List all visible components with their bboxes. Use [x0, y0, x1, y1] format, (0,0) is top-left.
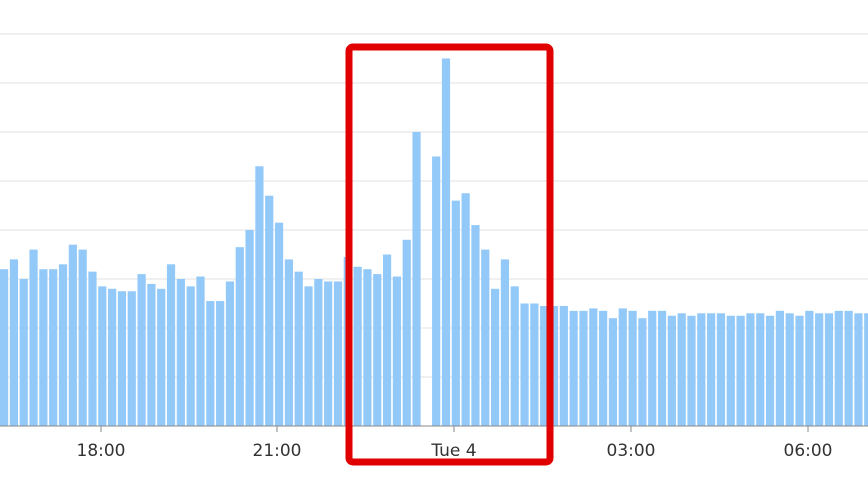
bar: [844, 310, 853, 426]
bar: [9, 259, 19, 426]
bar: [785, 313, 794, 426]
bar: [78, 249, 87, 426]
bar: [834, 310, 843, 426]
bar: [157, 288, 166, 426]
bar: [216, 301, 225, 426]
bar: [314, 279, 323, 426]
bar: [746, 313, 755, 426]
bar: [667, 315, 676, 426]
bars: [0, 58, 868, 427]
bar: [117, 291, 127, 426]
bar: [471, 225, 480, 426]
bar: [569, 310, 578, 426]
bar: [392, 276, 401, 426]
bar: [245, 230, 254, 426]
bar: [196, 276, 205, 426]
bar: [235, 247, 244, 426]
bar: [402, 239, 411, 426]
bar: [29, 249, 38, 426]
bar: [137, 274, 146, 426]
bar: [284, 259, 293, 426]
bar: [697, 313, 706, 426]
bar: [382, 254, 392, 426]
bar: [854, 313, 863, 426]
bar: [549, 305, 559, 426]
bar: [127, 291, 136, 426]
bar: [265, 195, 274, 426]
bar: [481, 249, 490, 426]
bar: [815, 313, 824, 426]
bar: [589, 308, 598, 426]
bar: [432, 156, 441, 426]
bar: [765, 315, 775, 426]
bar: [599, 310, 608, 426]
bar: [520, 303, 529, 426]
bar: [451, 200, 460, 426]
bar: [500, 259, 510, 426]
bar: [353, 266, 362, 426]
bar: [441, 58, 451, 426]
bar: [274, 222, 284, 426]
bar: [707, 313, 716, 426]
bar: [206, 301, 215, 426]
bar: [0, 269, 9, 426]
bar: [648, 310, 657, 426]
bar: [304, 286, 313, 426]
bar: [225, 281, 235, 426]
bar: [58, 264, 68, 426]
bar: [805, 310, 814, 426]
bar: [166, 264, 176, 426]
x-axis-ticks: [100, 426, 809, 432]
bar: [726, 315, 735, 426]
bar: [186, 286, 195, 426]
bar: [255, 166, 264, 427]
bar: [363, 269, 372, 426]
x-tick-label-0300: 03:00: [607, 441, 656, 461]
bar: [176, 279, 185, 426]
bar: [373, 274, 382, 426]
bar: [864, 313, 868, 426]
bar: [716, 313, 726, 426]
bar: [638, 318, 647, 426]
x-tick-label-tue4: Tue 4: [430, 441, 476, 461]
bar: [412, 132, 421, 426]
x-tick-label-2100: 21:00: [253, 441, 302, 461]
bar: [824, 313, 834, 426]
bar: [98, 286, 107, 426]
bar: [68, 244, 77, 426]
x-axis-tick-labels: 18:00 21:00 Tue 4 03:00 06:00: [77, 441, 833, 461]
bar: [147, 283, 156, 426]
bar: [19, 279, 28, 426]
bar: [775, 310, 784, 426]
bar: [756, 313, 765, 426]
bar: [618, 308, 627, 426]
bar: [608, 318, 618, 426]
bar: [530, 303, 539, 426]
bar: [333, 281, 343, 426]
bar: [540, 305, 549, 426]
bar: [294, 271, 303, 426]
bar: [677, 313, 686, 426]
bar: [559, 305, 568, 426]
bar: [39, 269, 48, 426]
x-tick-label-0600: 06:00: [784, 441, 833, 461]
bar: [88, 271, 97, 426]
bar: [49, 269, 58, 426]
bar: [510, 286, 519, 426]
bar: [657, 310, 667, 426]
bar: [687, 315, 696, 426]
bar: [491, 288, 500, 426]
bar: [324, 281, 333, 426]
bar: [461, 193, 470, 426]
bar: [795, 315, 804, 426]
bar: [579, 310, 588, 426]
bar: [628, 310, 637, 426]
bar: [108, 288, 117, 426]
x-tick-label-1800: 18:00: [77, 441, 126, 461]
bar: [736, 315, 745, 426]
highlight-box: [345, 43, 554, 466]
